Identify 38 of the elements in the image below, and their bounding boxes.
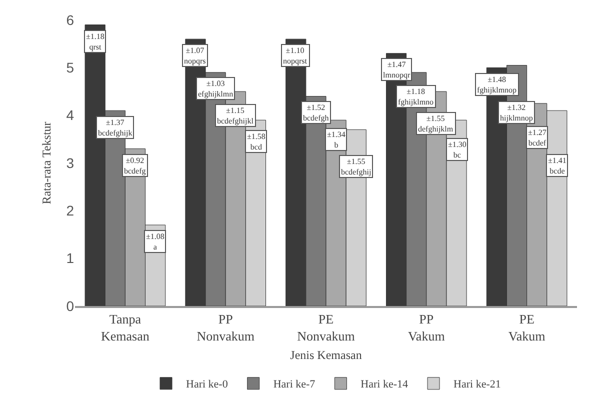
annotation: ±1.10 nopqrst (283, 46, 308, 66)
x-tick-label: PE Vakum (508, 312, 546, 344)
y-tick-label: 1 (66, 250, 74, 266)
y-tick-label: 3 (66, 154, 74, 171)
annotation: ±1.27 bcdef (528, 128, 546, 148)
annotation: ±1.18 fghijklmno (398, 87, 434, 106)
annotation: ±1.08 a (146, 232, 164, 252)
annotation: ±1.30 bc (448, 140, 466, 160)
y-axis-title: Rata-rata Tekstur (40, 122, 54, 204)
annotation: ±1.37 bcdefghijk (98, 118, 132, 138)
annotation: ±1.32 hijklmnop (500, 103, 533, 122)
y-tick-label: 0 (66, 298, 74, 314)
legend-label: Hari ke-0 (186, 378, 228, 391)
x-axis-title: Jenis Kemasan (290, 348, 362, 362)
y-tick-label: 2 (66, 202, 74, 219)
annotation: ±1.41 bcde (548, 156, 566, 176)
x-tick-label: Tanpa Kemasan (101, 312, 150, 344)
y-tick-label: 4 (66, 107, 74, 124)
annotation: ±1.47 lmnopqr (383, 60, 410, 80)
annotation: ±1.52 bcdefgh (303, 103, 329, 122)
annotation: ±1.55 bcdefghij (341, 157, 372, 176)
annotation: ±1.58 bcd (247, 132, 266, 152)
annotation: ±1.07 nopqrs (184, 46, 206, 66)
legend-label: Hari ke-14 (360, 378, 409, 391)
legend-label: Hari ke-21 (454, 378, 501, 391)
annotation: ±1.15 bcdefghijkl (217, 106, 254, 126)
x-tick-label: PP Vakum (408, 312, 445, 344)
x-tick-label: PP Nonvakum (196, 312, 254, 344)
legend-label: Hari ke-7 (273, 378, 316, 391)
annotation: ±1.48 fghijklmnop (477, 75, 517, 94)
annotation: ±1.03 efghijklmn (198, 79, 234, 98)
y-tick-label: 5 (66, 60, 74, 76)
annotation: ±1.55 defghijklm (418, 114, 454, 134)
annotation: ±0.92 bcdefg (124, 156, 146, 176)
annotation: ±1.18 qrst (86, 32, 104, 52)
x-tick-label: PE Nonvakum (297, 312, 355, 344)
y-tick-label: 6 (66, 12, 74, 28)
annotation: ±1.34 b (327, 130, 346, 150)
